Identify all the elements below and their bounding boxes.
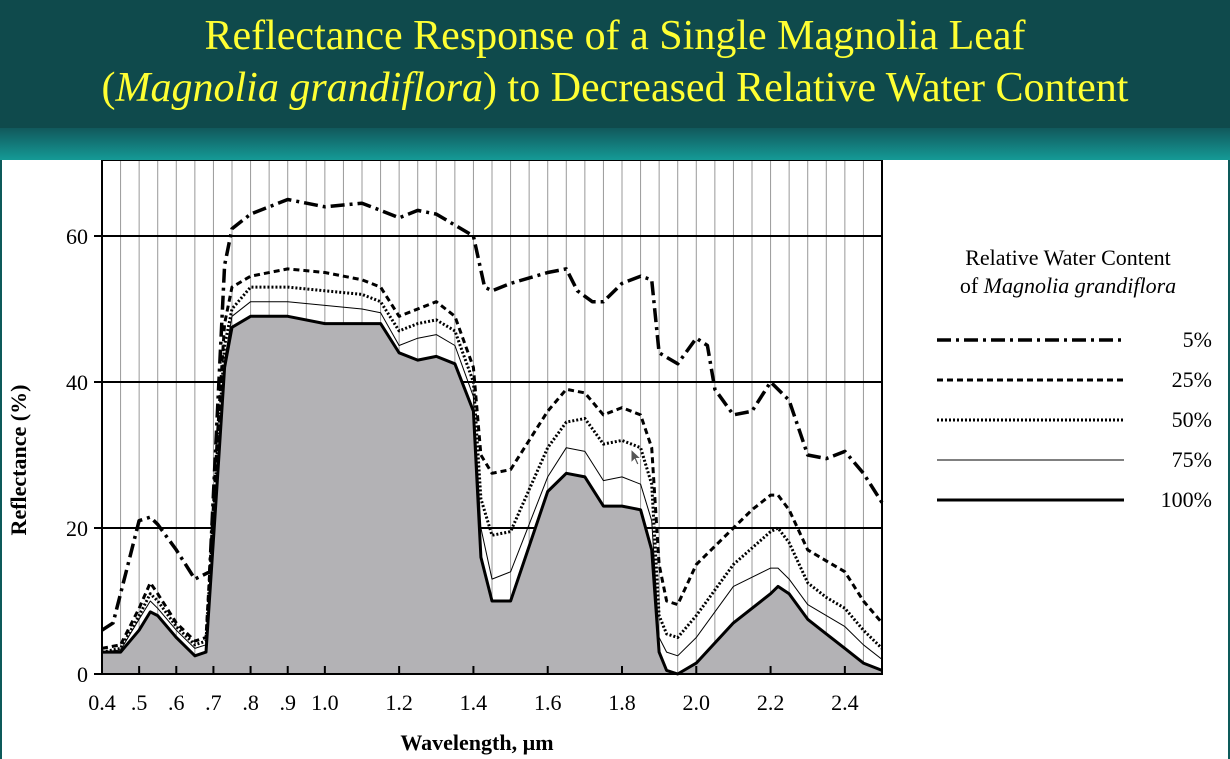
y-tick-label: 20 xyxy=(66,516,88,541)
legend-label-100: 100% xyxy=(1161,487,1212,512)
x-tick-label: 1.4 xyxy=(460,690,488,715)
legend-label-5: 5% xyxy=(1183,327,1212,352)
x-tick-label: .5 xyxy=(131,690,148,715)
accent-band xyxy=(0,128,1230,160)
mouse-cursor-icon xyxy=(630,448,643,466)
title-species-name: Magnolia grandiflora xyxy=(115,65,484,111)
legend-title-line-2: of Magnolia grandiflora xyxy=(960,273,1176,298)
title-bar: Reflectance Response of a Single Magnoli… xyxy=(0,0,1230,128)
slide-title-line-2: (Magnolia grandiflora) to Decreased Rela… xyxy=(0,64,1230,112)
x-tick-label: .6 xyxy=(168,690,185,715)
fill-area-100 xyxy=(102,316,882,674)
x-tick-label: 1.6 xyxy=(534,690,562,715)
x-tick-label: .9 xyxy=(279,690,296,715)
series-line-5 xyxy=(101,197,884,632)
y-tick-label: 40 xyxy=(66,370,88,395)
legend-label-50: 50% xyxy=(1172,407,1212,432)
x-tick-labels: 0.4 .5 .6 .7 .8 .9 1.0 1.2 1.4 1.6 1.8 2.0 2.2 2.4 xyxy=(88,690,858,715)
title-rest: ) to Decreased Relative Water Content xyxy=(483,65,1129,111)
x-tick-label: 2.2 xyxy=(757,690,785,715)
x-tick-label: 0.4 xyxy=(88,690,116,715)
y-tick-labels: 0 20 40 60 xyxy=(66,224,88,687)
slide-title-line-1: Reflectance Response of a Single Magnoli… xyxy=(204,13,1026,59)
legend-title-prefix: of xyxy=(960,273,984,298)
legend-title-line-1: Relative Water Content xyxy=(965,245,1171,270)
series-100-fill xyxy=(102,316,882,674)
legend-title-species: Magnolia grandiflora xyxy=(983,273,1177,298)
y-tick-label: 60 xyxy=(66,224,88,249)
x-tick-label: .8 xyxy=(242,690,259,715)
x-tick-label: 2.0 xyxy=(683,690,711,715)
x-tick-label: .7 xyxy=(205,690,222,715)
series-line-100 xyxy=(102,314,883,676)
x-tick-label: 1.8 xyxy=(608,690,636,715)
legend-label-75: 75% xyxy=(1172,447,1212,472)
x-axis-label: Wavelength, µm xyxy=(400,730,553,755)
plot-frame xyxy=(94,160,883,675)
reflectance-chart: 0.4 .5 .6 .7 .8 .9 1.0 1.2 1.4 1.6 1.8 2.0 2.2 2.4 0 2… xyxy=(6,160,1212,755)
legend: Relative Water Content of Magnolia grand… xyxy=(937,245,1212,512)
x-tick-label: 2.4 xyxy=(831,690,859,715)
y-axis-label: Reflectance (%) xyxy=(6,385,31,536)
x-tick-label: 1.0 xyxy=(311,690,339,715)
plot-border xyxy=(101,160,883,675)
series-line-25 xyxy=(101,267,884,650)
x-tick-label: 1.2 xyxy=(385,690,413,715)
series-lines xyxy=(101,197,884,676)
chart-panel: 0.4 .5 .6 .7 .8 .9 1.0 1.2 1.4 1.6 1.8 2.0 2.2 2.4 0 2… xyxy=(2,160,1228,759)
y-tick-label: 0 xyxy=(77,662,88,687)
title-paren-open: ( xyxy=(101,65,116,111)
legend-label-25: 25% xyxy=(1172,367,1212,392)
